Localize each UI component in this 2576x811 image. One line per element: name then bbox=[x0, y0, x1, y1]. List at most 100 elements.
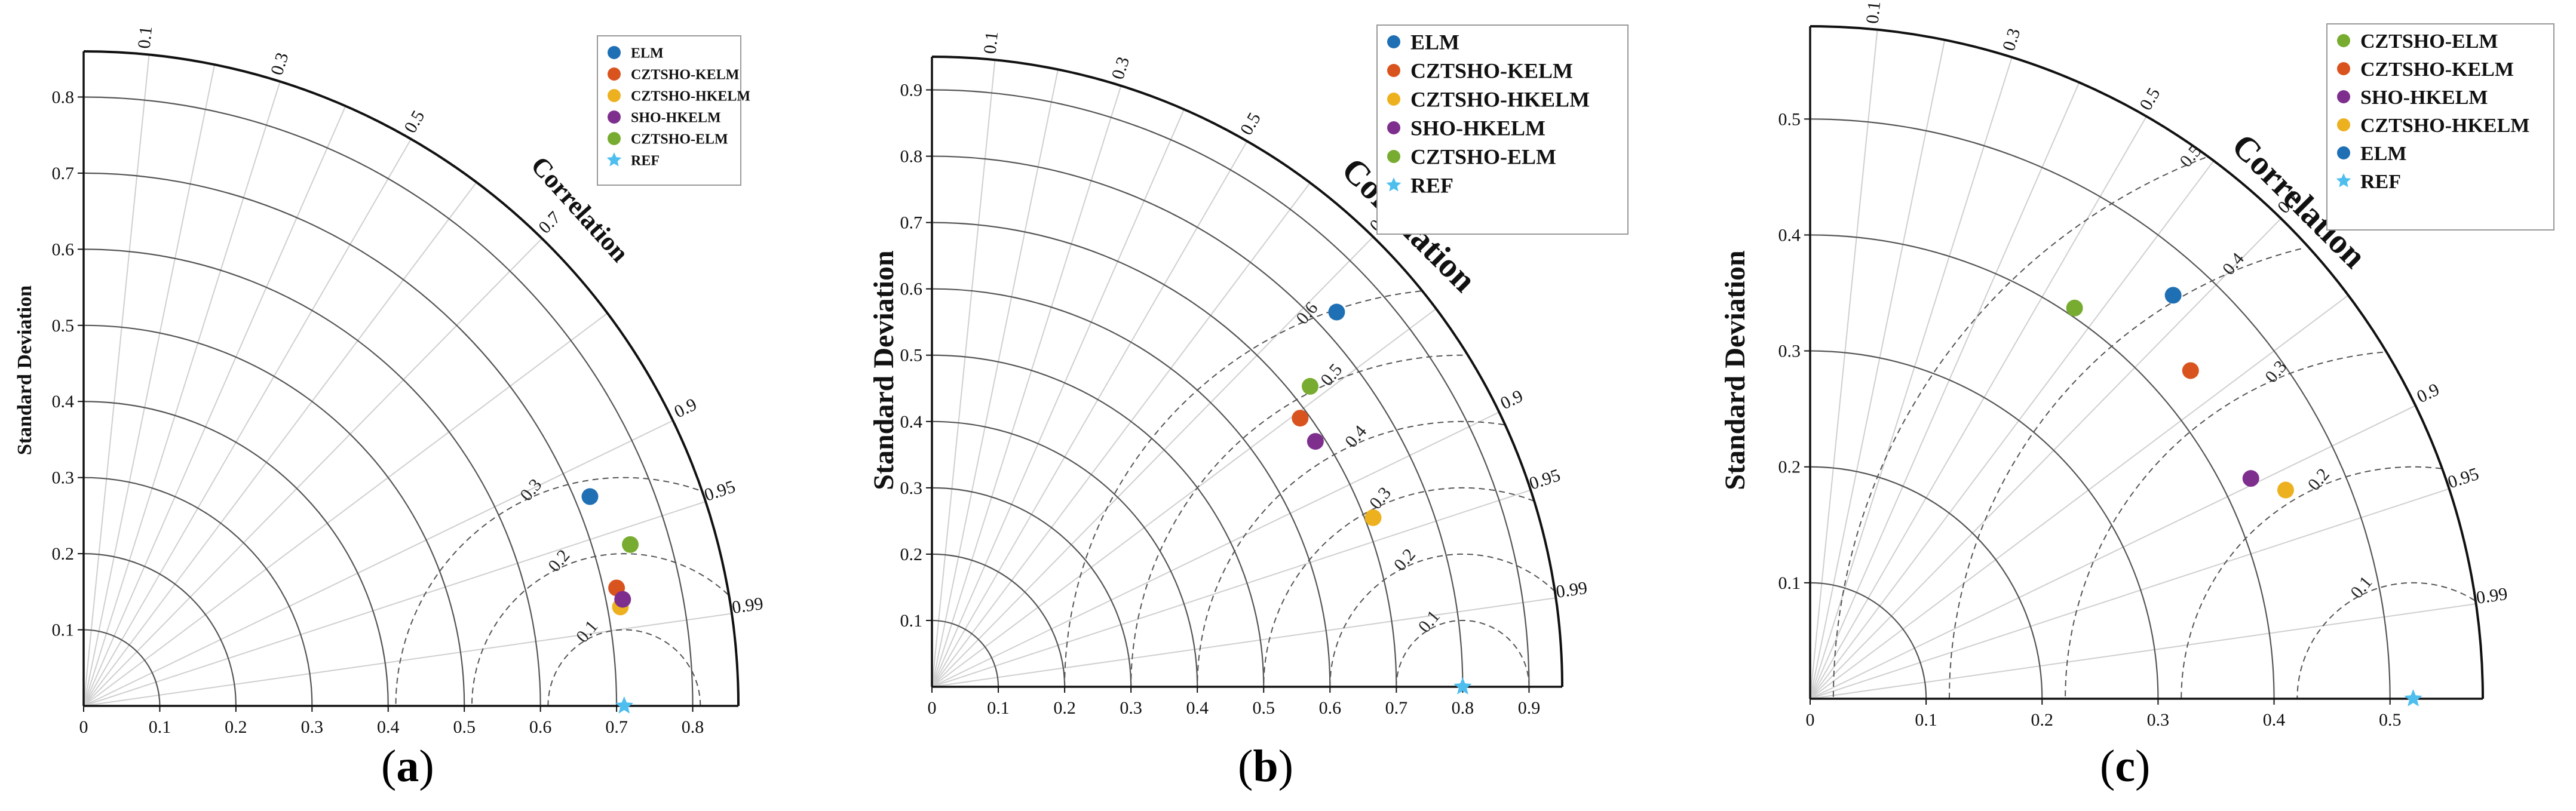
y-tick-label: 0.3 bbox=[900, 478, 923, 498]
correlation-tick-label: 0.99 bbox=[731, 594, 765, 618]
y-tick-label: 0.8 bbox=[900, 147, 923, 167]
legend-c: CZTSHO-ELM CZTSHO-KELM SHO-HKELM CZTSHO-HKE… bbox=[2326, 23, 2554, 231]
rms-arc bbox=[471, 553, 729, 706]
std-arc bbox=[931, 288, 1331, 687]
correlation-gridline bbox=[931, 140, 1248, 687]
legend-box bbox=[1376, 24, 1629, 235]
legend-label: CZTSHO-KELM bbox=[631, 67, 739, 82]
correlation-gridline bbox=[931, 308, 1437, 687]
legend-marker bbox=[2337, 62, 2350, 75]
x-tick-label: 0.4 bbox=[2263, 710, 2286, 730]
correlation-tick-label: 0.99 bbox=[2475, 584, 2509, 608]
std-arc bbox=[83, 96, 694, 706]
legend-box bbox=[597, 35, 741, 186]
x-tick-label: 0.3 bbox=[2147, 710, 2170, 730]
std-arc bbox=[931, 222, 1397, 687]
std-arc bbox=[83, 553, 237, 706]
legend-marker-ref bbox=[2336, 173, 2351, 188]
std-arc bbox=[931, 553, 1066, 687]
rms-label: 0.4 bbox=[2219, 249, 2248, 279]
data-point-ref bbox=[2404, 689, 2422, 706]
y-tick-label: 0.4 bbox=[1778, 225, 1801, 245]
x-tick-label: 0.5 bbox=[2379, 710, 2402, 730]
x-tick-label: 0.5 bbox=[1253, 698, 1275, 718]
x-tick-label: 0 bbox=[928, 698, 937, 718]
correlation-gridline bbox=[1810, 488, 2450, 699]
outer-arc bbox=[1810, 25, 2484, 699]
rms-label: 0.3 bbox=[1366, 483, 1395, 513]
rms-label: 0.5 bbox=[1317, 360, 1346, 390]
y-tick-label: 0.5 bbox=[900, 346, 923, 365]
correlation-tick-label: 0.1 bbox=[980, 30, 1002, 55]
y-tick-label: 0.4 bbox=[52, 392, 75, 411]
rms-label: 0.1 bbox=[1415, 607, 1444, 637]
rms-arc bbox=[1064, 290, 1421, 687]
outer-arc bbox=[83, 50, 740, 706]
legend-marker bbox=[1387, 93, 1400, 106]
legend-label: SHO-HKELM bbox=[1410, 116, 1545, 140]
y-tick-label: 0.2 bbox=[52, 544, 75, 564]
legend-label: CZTSHO-ELM bbox=[1410, 145, 1556, 169]
y-tick-label: 0.5 bbox=[1778, 109, 1801, 129]
correlation-tick-label: 0.3 bbox=[1108, 54, 1133, 82]
correlation-gridline bbox=[931, 60, 996, 687]
correlation-tick-label: 0.3 bbox=[267, 50, 293, 78]
x-tick-label: 0.1 bbox=[149, 717, 171, 737]
correlation-gridline bbox=[83, 54, 150, 706]
panel-letter-a: a bbox=[396, 741, 419, 791]
correlation-gridline bbox=[83, 182, 477, 706]
data-point-elm bbox=[581, 488, 599, 505]
rms-label: 0.2 bbox=[544, 546, 574, 576]
std-arc bbox=[83, 629, 161, 706]
legend-label: REF bbox=[2360, 171, 2401, 193]
legend-label: CZTSHO-KELM bbox=[1410, 59, 1573, 83]
panel-letter-c: c bbox=[2115, 741, 2136, 791]
correlation-tick-label: 0.1 bbox=[134, 25, 157, 50]
correlation-gridline bbox=[1810, 116, 2147, 699]
std-arc bbox=[1810, 234, 2275, 699]
x-tick-label: 0.4 bbox=[1186, 698, 1209, 718]
correlation-gridline bbox=[1810, 57, 2013, 699]
x-tick-label: 0.2 bbox=[2031, 710, 2054, 730]
y-axis-title: Standard Deviation bbox=[868, 250, 900, 490]
correlation-tick-label: 0.5 bbox=[1237, 109, 1265, 139]
std-arc bbox=[1810, 466, 2043, 699]
data-point-sho-hkelm bbox=[614, 591, 631, 608]
y-tick-label: 0.3 bbox=[52, 468, 75, 488]
x-tick-label: 0 bbox=[1806, 710, 1815, 730]
correlation-gridline bbox=[931, 109, 1185, 687]
correlation-gridline bbox=[1810, 29, 1878, 699]
y-tick-label: 0.5 bbox=[52, 316, 75, 336]
x-tick-label: 0.6 bbox=[529, 717, 552, 737]
correlation-tick-label: 0.9 bbox=[671, 394, 700, 422]
y-tick-label: 0.9 bbox=[900, 81, 923, 100]
legend-marker bbox=[2337, 118, 2350, 131]
x-tick-label: 0.7 bbox=[605, 717, 628, 737]
y-tick-label: 0.1 bbox=[52, 620, 75, 640]
correlation-tick-label: 0.95 bbox=[702, 477, 738, 505]
correlation-tick-label: 0.95 bbox=[1527, 465, 1563, 494]
correlation-gridline bbox=[931, 236, 1374, 687]
legend-label: CZTSHO-KELM bbox=[2360, 59, 2514, 81]
x-tick-label: 0 bbox=[79, 717, 88, 737]
y-tick-label: 0.2 bbox=[900, 545, 923, 564]
std-arc bbox=[931, 89, 1530, 687]
legend-label: SHO-HKELM bbox=[631, 110, 721, 125]
data-point-cztsho-kelm bbox=[2182, 362, 2199, 379]
legend-marker bbox=[1387, 150, 1400, 163]
rms-arc bbox=[2065, 351, 2383, 699]
data-point-elm bbox=[1328, 303, 1345, 321]
legend-marker bbox=[2337, 146, 2350, 159]
data-point-cztsho-hkelm bbox=[1364, 509, 1382, 526]
std-arc bbox=[931, 354, 1265, 687]
y-tick-label: 0.1 bbox=[900, 611, 923, 631]
correlation-gridline bbox=[931, 597, 1556, 687]
legend-label: ELM bbox=[631, 45, 664, 61]
y-tick-label: 0.6 bbox=[52, 239, 75, 259]
legend-label: CZTSHO-ELM bbox=[631, 131, 728, 147]
correlation-gridline bbox=[83, 420, 673, 706]
x-tick-label: 0.5 bbox=[453, 717, 476, 737]
x-tick-label: 0.2 bbox=[225, 717, 247, 737]
correlation-gridline bbox=[1810, 405, 2416, 699]
std-arc bbox=[1810, 350, 2159, 699]
